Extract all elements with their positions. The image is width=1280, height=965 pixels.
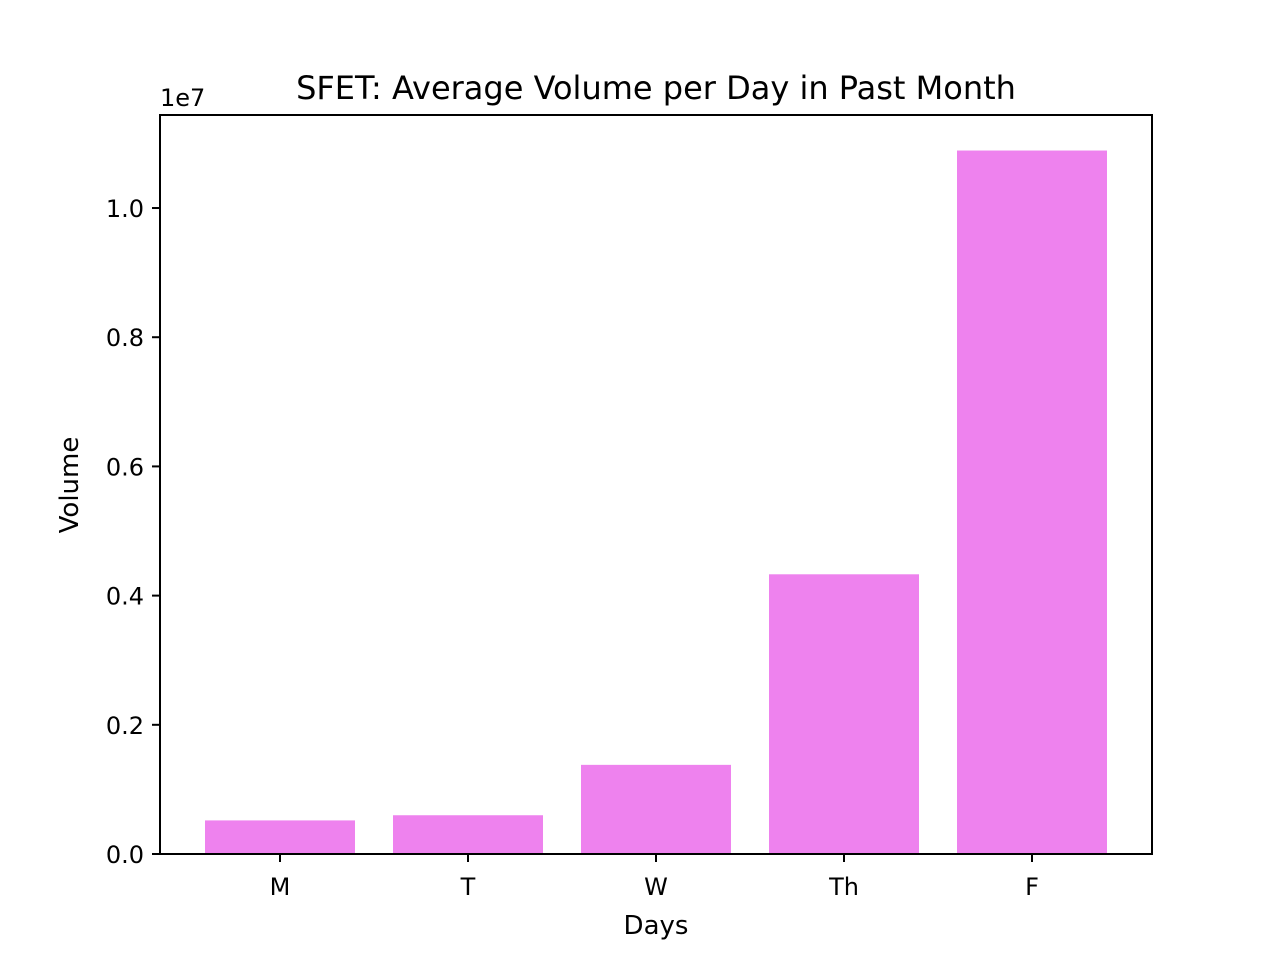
y-tick-label: 0.4 [106,583,144,611]
bar-w [581,764,731,854]
x-axis-label: Days [624,911,689,941]
y-tick-label: 0.8 [106,324,144,352]
y-tick-label: 0.2 [106,712,144,740]
bar-th [769,574,919,854]
y-axis-label: Volume [55,437,85,534]
bar-f [957,150,1107,855]
x-tick-label: M [270,873,291,901]
x-tick-label: F [1025,873,1039,901]
y-tick-label: 1.0 [106,195,144,223]
bar-m [205,820,355,854]
plot-frame [159,114,1153,855]
bar-t [393,815,543,854]
chart-title: SFET: Average Volume per Day in Past Mon… [296,69,1016,107]
ticks-layer: M T W Th F 0.0 0.2 0.4 0.6 0.8 1.0 [106,195,1039,901]
x-tick-label: T [460,873,476,901]
bars-layer [205,150,1107,855]
y-tick-label: 0.6 [106,453,144,481]
x-tick-label: Th [828,873,859,901]
x-tick-label: W [644,873,668,901]
y-axis-offset-label: 1e7 [160,84,205,112]
y-tick-label: 0.0 [106,841,144,869]
